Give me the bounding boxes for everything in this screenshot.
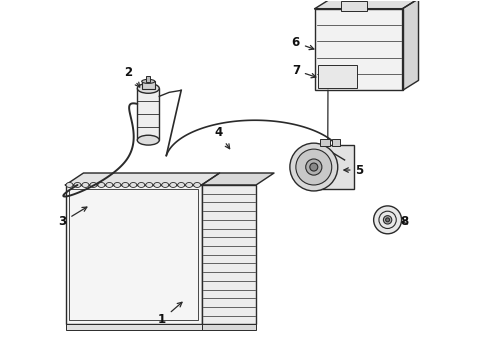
Text: 3: 3 [58, 207, 87, 228]
Ellipse shape [74, 183, 81, 188]
Bar [66, 185, 201, 324]
Bar [142, 81, 155, 89]
Ellipse shape [106, 183, 113, 188]
Ellipse shape [146, 183, 153, 188]
Ellipse shape [142, 80, 155, 84]
Bar [318, 66, 357, 88]
Bar [66, 324, 201, 330]
Circle shape [374, 206, 401, 234]
Text: 6: 6 [292, 36, 314, 50]
Bar [315, 9, 403, 90]
Bar [341, 1, 368, 11]
Bar [70, 189, 197, 320]
Polygon shape [315, 0, 418, 9]
Bar [201, 185, 256, 324]
Ellipse shape [137, 84, 159, 93]
Text: 8: 8 [400, 215, 409, 228]
Circle shape [306, 159, 322, 175]
Circle shape [386, 218, 390, 222]
Bar [146, 76, 150, 82]
Polygon shape [66, 173, 220, 185]
Ellipse shape [162, 183, 169, 188]
Ellipse shape [66, 183, 73, 188]
Bar [332, 139, 340, 146]
Bar [320, 139, 330, 146]
Ellipse shape [170, 183, 177, 188]
Ellipse shape [122, 183, 129, 188]
Text: 2: 2 [124, 66, 140, 87]
Bar [201, 324, 256, 330]
Circle shape [296, 149, 332, 185]
Ellipse shape [137, 135, 159, 145]
Ellipse shape [138, 183, 145, 188]
Ellipse shape [98, 183, 105, 188]
Ellipse shape [194, 183, 200, 188]
Ellipse shape [90, 183, 97, 188]
Bar [137, 88, 159, 140]
Ellipse shape [154, 183, 161, 188]
Ellipse shape [178, 183, 185, 188]
Ellipse shape [186, 183, 193, 188]
Circle shape [383, 216, 392, 224]
Text: 4: 4 [214, 126, 230, 149]
Text: 1: 1 [158, 302, 182, 326]
Polygon shape [403, 0, 418, 90]
Ellipse shape [130, 183, 137, 188]
Text: 5: 5 [344, 163, 364, 176]
Ellipse shape [114, 183, 121, 188]
Circle shape [290, 143, 338, 191]
Ellipse shape [82, 183, 89, 188]
Text: 7: 7 [292, 64, 316, 78]
Circle shape [310, 163, 318, 171]
Polygon shape [201, 173, 274, 185]
Bar [310, 145, 354, 189]
